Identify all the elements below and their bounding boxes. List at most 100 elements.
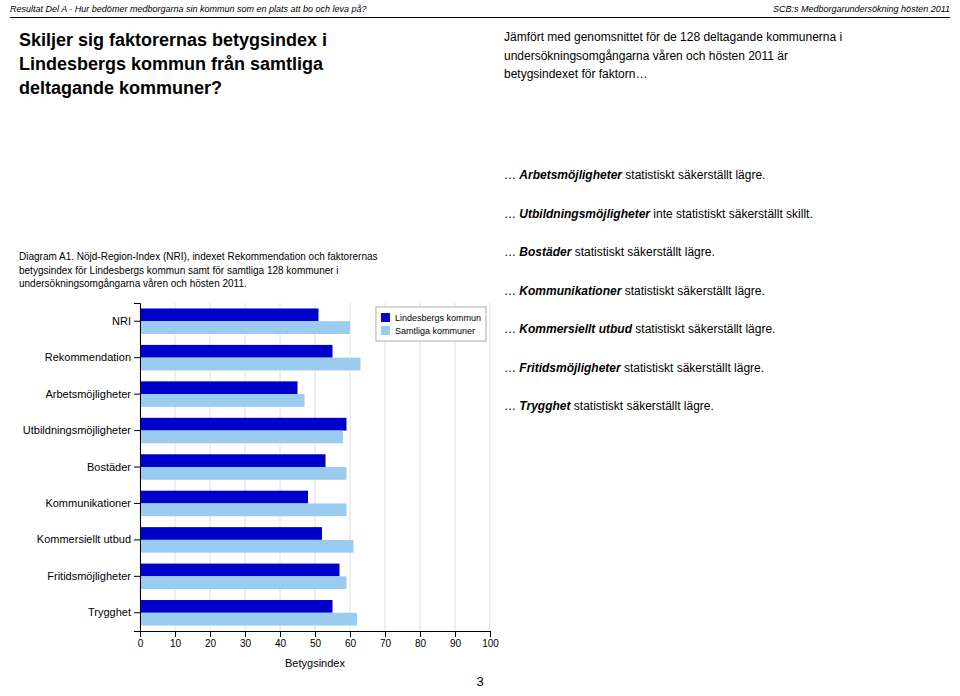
y-tick-label: NRI (112, 315, 131, 327)
item-factor: Arbetsmöjligheter (519, 168, 622, 182)
bar (140, 345, 333, 358)
bar (140, 527, 322, 540)
plot: 0102030405060708090100NRIRekommendationA… (23, 303, 500, 669)
y-tick-label: Kommunikationer (45, 497, 131, 509)
y-tick-label: Utbildningsmöjligheter (23, 424, 132, 436)
header-left: Resultat Del A - Hur bedömer medborgarna… (10, 4, 367, 14)
item-result: statistiskt säkerställt lägre. (571, 245, 714, 259)
x-tick-label: 80 (415, 638, 427, 649)
x-tick: 30 (240, 631, 252, 649)
grid-line (385, 303, 386, 631)
y-tick-label: Arbetsmöjligheter (45, 388, 131, 400)
y-tick-mark (134, 430, 140, 431)
chart: 0102030405060708090100NRIRekommendationA… (0, 295, 500, 675)
x-tick-label: 100 (482, 638, 499, 649)
x-tick: 80 (415, 631, 427, 649)
x-tick-mark (245, 631, 246, 637)
spacer (516, 245, 519, 259)
y-tick: Arbetsmöjligheter (45, 388, 140, 400)
y-tick-mark (134, 467, 140, 468)
finding-item: … Utbildningsmöjligheter inte statistisk… (504, 206, 949, 222)
y-axis-line (134, 304, 141, 632)
item-marker: … (504, 361, 516, 375)
x-tick-mark (350, 631, 351, 637)
x-tick: 0 (138, 631, 144, 649)
item-factor: Fritidsmöjligheter (519, 361, 620, 375)
x-axis: 0102030405060708090100 (138, 631, 500, 649)
x-tick: 10 (170, 631, 182, 649)
header-right: SCB:s Medborgarundersökning hösten 2011 (773, 4, 950, 14)
bar (140, 394, 305, 407)
x-tick-label: 0 (138, 638, 144, 649)
bar-series (140, 321, 361, 625)
grid (140, 303, 490, 631)
x-tick: 50 (310, 631, 322, 649)
y-tick: Trygghet (88, 606, 140, 618)
y-tick-mark (134, 612, 140, 613)
x-tick-mark (420, 631, 421, 637)
bar (140, 540, 354, 553)
bar (140, 454, 326, 467)
grid-line (420, 303, 421, 631)
item-factor: Trygghet (519, 399, 570, 413)
y-tick: Kommersiellt utbud (37, 533, 140, 545)
grid-line (455, 303, 456, 631)
y-tick-label: Bostäder (87, 461, 131, 473)
spacer (516, 322, 519, 336)
bar (140, 321, 350, 334)
x-tick-label: 30 (240, 638, 252, 649)
x-tick-mark (315, 631, 316, 637)
intro: Jämfört med genomsnittet för de 128 delt… (504, 28, 944, 84)
legend-box (376, 307, 486, 341)
item-result: statistiskt säkerställt lägre. (632, 322, 775, 336)
y-tick-mark (134, 321, 140, 322)
x-tick: 40 (275, 631, 287, 649)
y-tick-label: Kommersiellt utbud (37, 533, 131, 545)
item-marker: … (504, 284, 516, 298)
y-tick-mark (134, 503, 140, 504)
x-tick-mark (280, 631, 281, 637)
x-tick-label: 10 (170, 638, 182, 649)
x-tick: 90 (450, 631, 462, 649)
x-tick-label: 70 (380, 638, 392, 649)
y-tick-label: Rekommendation (45, 351, 131, 363)
item-factor: Kommersiellt utbud (519, 322, 632, 336)
x-tick-mark (455, 631, 456, 637)
item-factor: Kommunikationer (519, 284, 621, 298)
bar (140, 564, 340, 577)
page-number: 3 (0, 674, 960, 689)
item-result: statistiskt säkerställt lägre. (622, 168, 765, 182)
item-factor: Bostäder (519, 245, 571, 259)
grid-line (490, 303, 491, 631)
y-tick: Rekommendation (45, 351, 140, 363)
bar (140, 381, 298, 394)
bar-series (140, 308, 347, 612)
item-result: inte statistiskt säkerställt skillt. (650, 207, 813, 221)
y-axis: NRI Rekommendation Arbetsmöjligheter Utbild… (23, 304, 141, 632)
y-tick: Kommunikationer (45, 497, 140, 509)
spacer (516, 361, 519, 375)
spacer (516, 168, 519, 182)
x-tick-mark (385, 631, 386, 637)
legend-swatch (381, 313, 390, 322)
item-result: statistiskt säkerställt lägre. (570, 399, 713, 413)
bar (140, 491, 308, 504)
legend: Lindesbergs kommun Samtliga kommuner (376, 307, 486, 341)
y-tick-label: Fritidsmöjligheter (47, 570, 131, 582)
x-tick-label: 40 (275, 638, 287, 649)
y-tick-label: Trygghet (88, 606, 131, 618)
bar (140, 308, 319, 321)
bar (140, 576, 347, 589)
bar (140, 600, 333, 613)
legend-item: Samtliga kommuner (381, 326, 475, 336)
x-tick-label: 20 (205, 638, 217, 649)
bar (140, 467, 347, 480)
y-tick-mark (134, 539, 140, 540)
item-marker: … (504, 168, 516, 182)
legend-item: Lindesbergs kommun (381, 313, 481, 323)
finding-item: … Fritidsmöjligheter statistiskt säkerst… (504, 360, 949, 376)
x-tick-mark (490, 631, 491, 637)
spacer (516, 284, 519, 298)
header-rule (10, 17, 950, 18)
item-factor: Utbildningsmöjligheter (519, 207, 650, 221)
